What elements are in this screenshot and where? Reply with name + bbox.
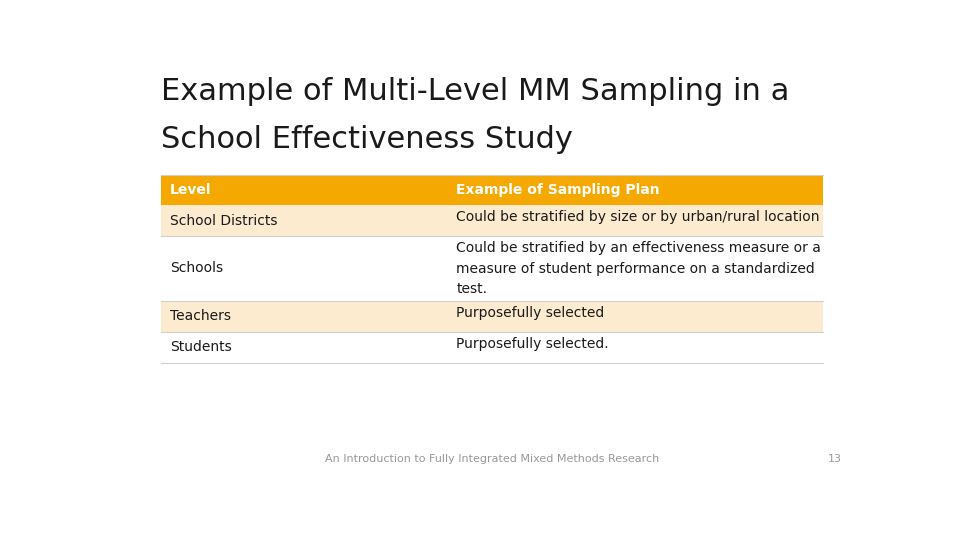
Text: Could be stratified by size or by urban/rural location: Could be stratified by size or by urban/… — [456, 210, 820, 224]
Bar — [161, 301, 447, 332]
Text: Example of Multi-Level MM Sampling in a: Example of Multi-Level MM Sampling in a — [161, 77, 789, 106]
Bar — [447, 175, 823, 205]
Text: School Effectiveness Study: School Effectiveness Study — [161, 125, 573, 154]
Text: Could be stratified by an effectiveness measure or a
measure of student performa: Could be stratified by an effectiveness … — [456, 241, 821, 296]
Text: Students: Students — [170, 340, 231, 354]
Text: School Districts: School Districts — [170, 213, 277, 227]
Bar — [447, 301, 823, 332]
Bar — [161, 205, 447, 236]
Text: An Introduction to Fully Integrated Mixed Methods Research: An Introduction to Fully Integrated Mixe… — [324, 454, 660, 464]
Text: Schools: Schools — [170, 261, 223, 275]
Bar — [161, 175, 447, 205]
Bar — [447, 236, 823, 301]
Bar — [161, 332, 447, 363]
Text: 13: 13 — [828, 454, 842, 464]
Bar — [447, 205, 823, 236]
Bar — [447, 332, 823, 363]
Text: Purposefully selected: Purposefully selected — [456, 306, 605, 320]
Text: Level: Level — [170, 183, 211, 197]
Text: Example of Sampling Plan: Example of Sampling Plan — [456, 183, 660, 197]
Bar — [161, 236, 447, 301]
Text: Purposefully selected.: Purposefully selected. — [456, 337, 609, 351]
Text: Teachers: Teachers — [170, 309, 230, 323]
